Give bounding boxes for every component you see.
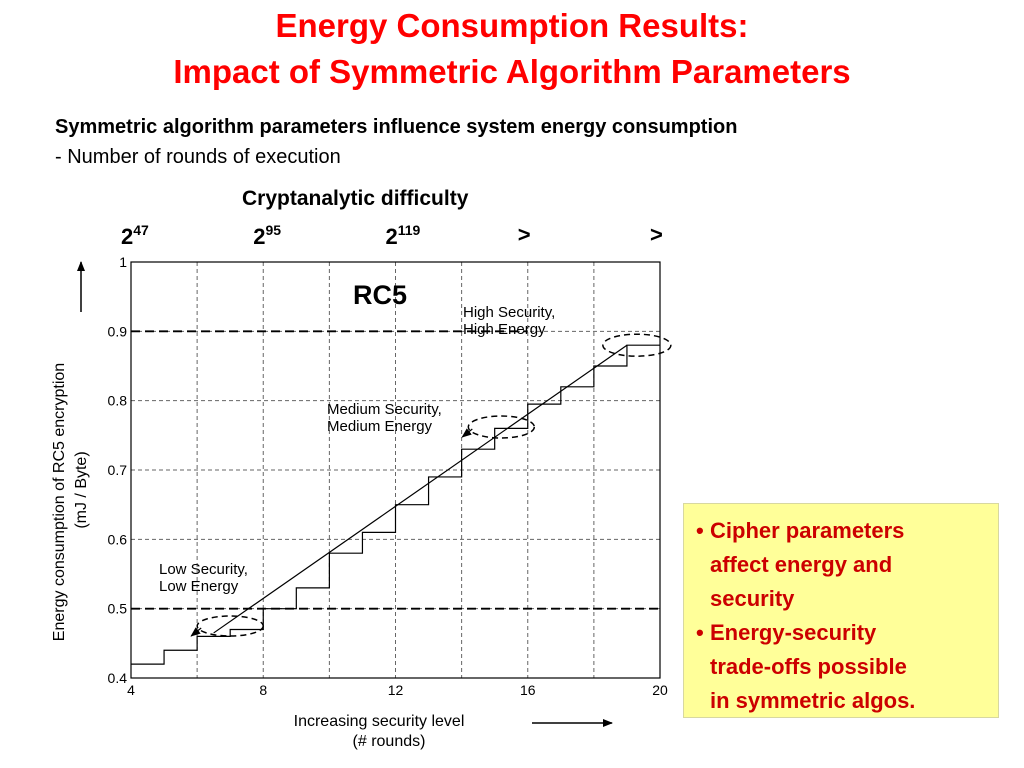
slide-subtitle-bullet: - Number of rounds of execution	[55, 146, 341, 168]
y-tick-label: 0.7	[108, 462, 128, 478]
y-tick-label: 0.5	[108, 601, 128, 617]
plot-frame	[130, 261, 661, 679]
energy-trend-line	[213, 344, 628, 634]
cryptanalytic-difficulty-label: >	[517, 222, 531, 247]
callout-bullet-1-line-3: security	[710, 586, 795, 611]
annotation-label-line2: High Energy	[463, 321, 546, 338]
callout-bullet-2-line-1: Energy-security	[710, 620, 877, 645]
y-tick-label: 0.6	[108, 531, 128, 547]
cryptanalytic-difficulty-title: Cryptanalytic difficulty	[242, 187, 469, 210]
callout-bullet-2-line-3: in symmetric algos.	[710, 688, 916, 713]
annotation-label-line1: High Security,	[463, 304, 555, 321]
callout-bullet: • Cipher parameters affect energy and se…	[696, 514, 990, 616]
energy-step-series	[131, 344, 660, 665]
cryptanalytic-difficulty-label: >	[650, 222, 663, 247]
x-tick-label: 16	[520, 682, 536, 698]
annotation-arrow	[461, 428, 473, 438]
y-axis-label-line1: Energy consumption of RC5 encryption	[51, 363, 68, 641]
annotation-highlight-ellipse	[196, 615, 264, 637]
y-tick-label: 1	[119, 254, 127, 270]
x-tick-label: 4	[127, 682, 135, 698]
annotation-highlight-ellipse	[602, 333, 672, 357]
slide-title-line1: Energy Consumption Results:	[275, 7, 749, 44]
callout-bullet-1-line-1: Cipher parameters	[710, 518, 905, 543]
annotation-label-line2: Low Energy	[159, 578, 239, 595]
callout-bullet-1-line-2: affect energy and	[710, 552, 893, 577]
callout-bullet: • Energy-security trade-offs possible in…	[696, 616, 990, 718]
y-tick-label: 0.4	[108, 670, 128, 686]
annotation-arrow	[190, 627, 202, 637]
annotation-label-line2: Medium Energy	[327, 418, 433, 435]
cryptanalytic-difficulty-label: 247	[121, 222, 149, 249]
annotation-highlight-ellipse	[467, 415, 536, 439]
x-axis-label-line1: Increasing security level	[294, 713, 465, 730]
y-tick-label: 0.8	[108, 393, 128, 409]
slide-title-line2: Impact of Symmetric Algorithm Parameters	[173, 53, 851, 90]
x-tick-label: 12	[388, 682, 404, 698]
callout-bullet-2-line-2: trade-offs possible	[710, 654, 907, 679]
x-tick-label: 8	[259, 682, 267, 698]
bullet-dot-icon: •	[696, 518, 704, 543]
cryptanalytic-difficulty-label: 295	[253, 222, 282, 249]
bullet-dot-icon: •	[696, 620, 704, 645]
chart-title: RC5	[353, 280, 407, 310]
y-tick-label: 0.9	[108, 323, 128, 339]
key-points-callout: • Cipher parameters affect energy and se…	[683, 503, 999, 718]
cryptanalytic-difficulty-label: 2119	[385, 222, 421, 249]
annotation-label-line1: Medium Security,	[327, 401, 442, 418]
annotation-label-line1: Low Security,	[159, 561, 248, 578]
x-tick-label: 20	[652, 682, 668, 698]
y-axis-label-line2: (mJ / Byte)	[73, 451, 90, 528]
x-axis-label-line2: (# rounds)	[353, 733, 426, 750]
slide-subtitle: Symmetric algorithm parameters influence…	[55, 116, 738, 138]
